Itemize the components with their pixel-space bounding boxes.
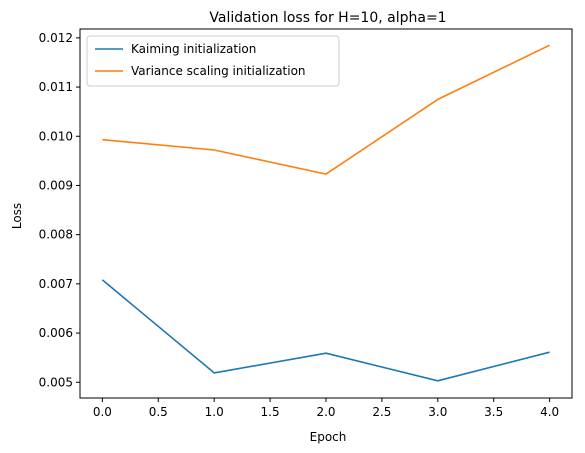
legend-label-1: Variance scaling initialization [131,64,306,78]
x-axis-label: Epoch [310,430,347,444]
y-tick-label: 0.012 [39,31,73,45]
series-line-1 [102,44,550,175]
y-axis-ticks: 0.005 0.006 0.007 0.008 0.009 0.010 0.011 0.012 [39,31,80,389]
x-tick-label: 0.5 [149,405,168,419]
x-tick-label: 2.0 [316,405,335,419]
y-tick-label: 0.009 [39,178,73,192]
y-tick-label: 0.007 [39,277,73,291]
series-line-0 [101,279,550,382]
y-tick-label: 0.006 [39,326,73,340]
y-tick-label: 0.010 [39,129,73,143]
x-tick-label: 2.5 [372,405,391,419]
x-tick-label: 1.0 [205,405,224,419]
x-tick-label: 3.0 [428,405,447,419]
y-tick-label: 0.011 [39,80,73,94]
x-tick-label: 3.5 [484,405,503,419]
plot-lines [101,44,550,382]
x-tick-label: 1.5 [261,405,280,419]
y-tick-label: 0.005 [39,375,73,389]
y-tick-label: 0.008 [39,228,73,242]
legend: Kaiming initialization Variance scaling i… [86,35,340,87]
chart-title: Validation loss for H=10, alpha=1 [209,10,446,26]
legend-label-0: Kaiming initialization [131,42,256,56]
x-tick-label: 0.0 [93,405,112,419]
legend-box [86,35,340,87]
x-axis-ticks: 0.0 0.5 1.0 1.5 2.0 2.5 3.0 3.5 4.0 [93,398,559,419]
x-tick-label: 4.0 [540,405,559,419]
y-axis-label: Loss [10,203,24,229]
